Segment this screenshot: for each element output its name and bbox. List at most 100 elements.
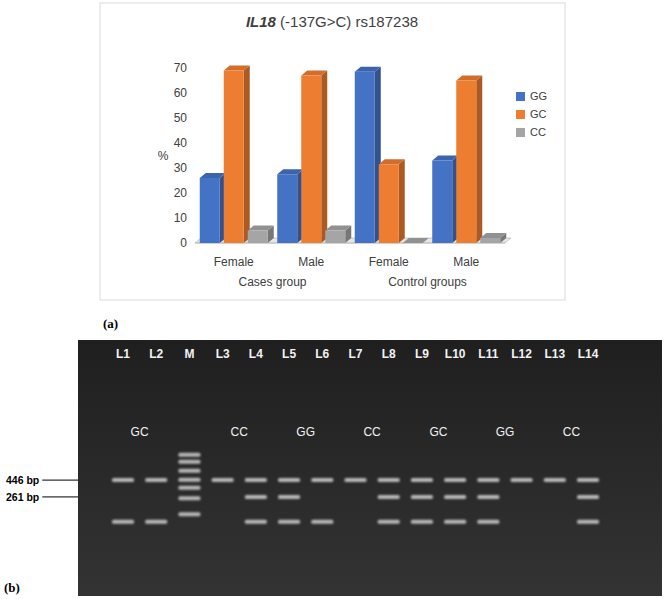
legend-swatch bbox=[516, 128, 525, 137]
bar-top bbox=[403, 238, 429, 243]
x-tick-label: Male bbox=[453, 255, 479, 269]
gel-band bbox=[311, 520, 333, 524]
bar-top bbox=[355, 67, 381, 72]
group-label: Control groups bbox=[388, 275, 467, 289]
gel-band bbox=[145, 520, 167, 524]
bar-top bbox=[277, 169, 303, 174]
genotype-label: CC bbox=[563, 425, 581, 439]
gel-band bbox=[212, 478, 234, 482]
y-tick-label: 30 bbox=[174, 161, 188, 175]
lane-label: L9 bbox=[415, 347, 429, 361]
y-tick-label: 10 bbox=[174, 211, 188, 225]
bar bbox=[200, 178, 220, 243]
y-tick-label: 60 bbox=[174, 86, 188, 100]
genotype-label: GC bbox=[131, 425, 149, 439]
bar-top bbox=[248, 226, 274, 231]
lane-label: L12 bbox=[511, 347, 532, 361]
x-tick-label: Female bbox=[214, 255, 254, 269]
genotype-label: GC bbox=[430, 425, 448, 439]
bar-top bbox=[200, 173, 226, 178]
size-marker-line bbox=[42, 480, 78, 481]
gel-band bbox=[178, 478, 200, 482]
x-tick-label: Male bbox=[298, 255, 324, 269]
legend-label: GG bbox=[530, 90, 547, 102]
gel-band bbox=[477, 520, 499, 524]
lane-label: L10 bbox=[445, 347, 466, 361]
gel-band bbox=[577, 495, 599, 499]
gel-band bbox=[444, 520, 466, 524]
bar-top bbox=[379, 159, 405, 164]
legend-swatch bbox=[516, 110, 525, 119]
y-tick bbox=[191, 93, 195, 94]
bar bbox=[301, 76, 321, 244]
figure: IL18 (-137G>C) rs187238010203040506070%F… bbox=[0, 0, 669, 599]
bar bbox=[379, 164, 399, 243]
y-tick bbox=[191, 143, 195, 144]
genotype-label: CC bbox=[363, 425, 381, 439]
bar-top bbox=[224, 66, 250, 71]
bar-top bbox=[456, 76, 482, 81]
bar-top bbox=[432, 156, 458, 161]
gel-band bbox=[411, 478, 433, 482]
gel-band bbox=[245, 495, 267, 499]
y-tick-label: 70 bbox=[174, 61, 188, 75]
lane-label: L13 bbox=[544, 347, 565, 361]
gel-band bbox=[112, 478, 134, 482]
panel-label: (a) bbox=[103, 316, 118, 331]
bands bbox=[112, 453, 599, 524]
legend-label: GC bbox=[530, 108, 547, 120]
y-tick bbox=[191, 68, 195, 69]
bar bbox=[403, 243, 423, 244]
lane-label: L2 bbox=[149, 347, 163, 361]
panel-label: (b) bbox=[4, 580, 20, 595]
chart-frame bbox=[100, 3, 565, 300]
legend-swatch bbox=[516, 92, 525, 101]
size-marker-label: 261 bp bbox=[6, 491, 39, 503]
gel-band bbox=[245, 478, 267, 482]
lane-label: L6 bbox=[315, 347, 329, 361]
y-tick-label: 40 bbox=[174, 136, 188, 150]
legend-label: CC bbox=[530, 126, 546, 138]
bar bbox=[277, 174, 297, 243]
gel-band bbox=[345, 478, 367, 482]
gel-band bbox=[577, 478, 599, 482]
size-marker-label: 446 bp bbox=[6, 474, 39, 486]
bar-top bbox=[325, 226, 351, 231]
lane-label: L14 bbox=[578, 347, 599, 361]
bar bbox=[432, 161, 452, 244]
gel-band bbox=[245, 520, 267, 524]
gel-band bbox=[178, 469, 200, 473]
bar bbox=[456, 81, 476, 244]
y-tick bbox=[191, 168, 195, 169]
gel-band bbox=[178, 486, 200, 490]
size-marker-line bbox=[42, 496, 78, 497]
gel-band bbox=[178, 453, 200, 457]
y-tick bbox=[191, 218, 195, 219]
gel-band bbox=[378, 495, 400, 499]
gel-band bbox=[411, 495, 433, 499]
y-axis-title: % bbox=[158, 149, 169, 163]
lane-label: L5 bbox=[282, 347, 296, 361]
bar-top bbox=[301, 71, 327, 76]
gel-band bbox=[511, 478, 533, 482]
genotype-label: GG bbox=[496, 425, 515, 439]
gel-band bbox=[577, 520, 599, 524]
bar-side bbox=[321, 71, 327, 244]
bar-top bbox=[480, 233, 506, 238]
gel-band bbox=[477, 478, 499, 482]
bar bbox=[355, 72, 375, 243]
lane-label: M bbox=[184, 347, 194, 361]
gel-band bbox=[477, 495, 499, 499]
chart-title: IL18 (-137G>C) rs187238 bbox=[246, 13, 418, 30]
gel-band bbox=[178, 512, 200, 516]
gel-band bbox=[411, 520, 433, 524]
bar bbox=[224, 71, 244, 244]
gel-band bbox=[378, 520, 400, 524]
gel-band bbox=[112, 520, 134, 524]
x-tick-label: Female bbox=[369, 255, 409, 269]
gel-band bbox=[278, 478, 300, 482]
gel-band bbox=[378, 478, 400, 482]
gel-band bbox=[544, 478, 566, 482]
lane-label: L3 bbox=[216, 347, 230, 361]
lane-label: L7 bbox=[348, 347, 362, 361]
